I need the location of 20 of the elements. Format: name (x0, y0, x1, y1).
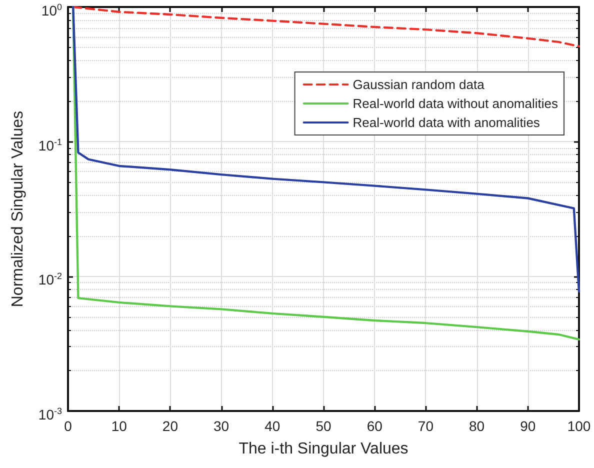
y-tick-label: 10$^{-3}$ (38, 405, 62, 424)
x-tick-label: 30 (214, 418, 230, 434)
x-tick-label: 100 (567, 418, 591, 434)
x-axis-title: The i-th Singular Values (238, 440, 408, 458)
x-tick-label: 40 (264, 418, 280, 434)
y-tick-label: 10$^{-1}$ (38, 136, 62, 154)
x-tick-label: 50 (316, 418, 332, 434)
x-tick-label: 70 (418, 418, 434, 434)
legend-label: Real-world data without anomalities (352, 96, 558, 111)
x-tick-label: 90 (520, 418, 536, 434)
legend-label: Real-world data with anomalities (352, 115, 540, 130)
x-tick-label: 0 (64, 418, 72, 434)
x-tick-label: 20 (162, 418, 178, 434)
x-tick-label: 80 (469, 418, 485, 434)
y-axis-title: Normalized Singular Values (10, 110, 26, 308)
y-tick-label: 10$^{-2}$ (38, 270, 62, 289)
legend-label: Gaussian random data (352, 77, 486, 92)
y-tick-label: 10$^{0}$ (41, 1, 62, 20)
x-tick-label: 10 (111, 418, 128, 434)
x-tick-label: 60 (366, 418, 383, 434)
